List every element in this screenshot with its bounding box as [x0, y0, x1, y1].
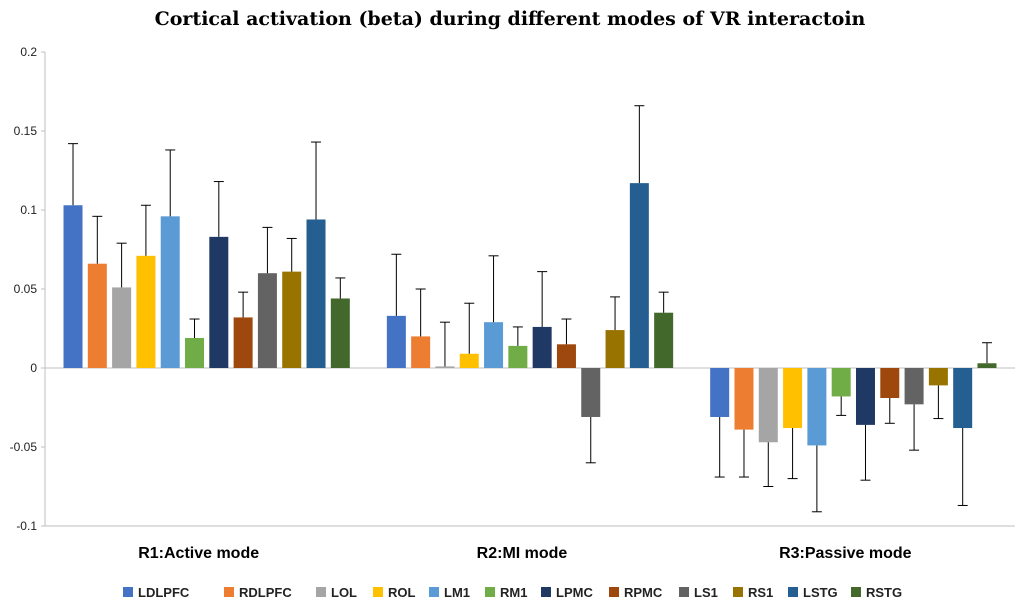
bar-ls1	[904, 368, 924, 405]
legend-label-ldlpfc: LDLPFC	[138, 585, 190, 600]
bar-lstg	[629, 183, 649, 368]
bar-lstg	[953, 368, 973, 429]
legend-swatch-rpmc	[609, 587, 619, 597]
bar-rol	[136, 255, 156, 368]
legend-label-rol: ROL	[388, 585, 416, 600]
legend: LDLPFC RDLPFC LOL ROL LM1 RM1 LPMC RPMC LS1 RS1 LS…	[123, 585, 902, 600]
y-axis: -0.1 -0.05 0 0.05 0.1 0.15 0.2	[10, 45, 1015, 533]
y-tick-label: 0.05	[14, 282, 38, 296]
bar-rpmc	[556, 344, 576, 368]
legend-label-rm1: RM1	[500, 585, 527, 600]
y-tick-label: 0.1	[20, 203, 37, 217]
legend-label-rdlpfc: RDLPFC	[239, 585, 292, 600]
legend-swatch-rstg	[851, 587, 861, 597]
x-category-label: R3:Passive mode	[779, 545, 912, 562]
bar-rol	[783, 368, 803, 429]
legend-label-lpmc: LPMC	[556, 585, 593, 600]
bar-lol	[435, 366, 455, 368]
legend-label-lm1: LM1	[444, 585, 470, 600]
legend-swatch-ldlpfc	[123, 587, 133, 597]
bar-lpmc	[209, 236, 229, 368]
legend-swatch-lpmc	[541, 587, 551, 597]
bar-lm1	[807, 368, 827, 446]
y-tick-label: 0.15	[14, 124, 38, 138]
x-category-label: R2:MI mode	[477, 545, 568, 562]
bar-ls1	[581, 368, 601, 417]
legend-label-rpmc: RPMC	[624, 585, 663, 600]
y-tick-label: -0.05	[10, 440, 38, 454]
bar-rpmc	[233, 317, 253, 368]
y-tick-label: -0.1	[16, 519, 37, 533]
bar-ldlpfc	[710, 368, 730, 417]
bar-rol	[459, 353, 479, 368]
legend-swatch-rdlpfc	[224, 587, 234, 597]
bar-rm1	[831, 368, 851, 397]
bar-rstg	[330, 298, 350, 368]
bar-lol	[758, 368, 778, 443]
bar-rs1	[605, 330, 625, 368]
bar-lpmc	[532, 326, 552, 368]
legend-swatch-lstg	[788, 587, 798, 597]
bar-lm1	[160, 216, 180, 368]
bar-rs1	[282, 271, 302, 368]
legend-swatch-rm1	[485, 587, 495, 597]
bar-lol	[112, 287, 132, 368]
x-axis: R1:Active mode R2:MI mode R3:Passive mode	[45, 525, 1015, 562]
legend-swatch-lol	[316, 587, 326, 597]
bar-ls1	[257, 273, 277, 368]
bar-lm1	[484, 322, 504, 368]
bar-rm1	[508, 345, 528, 368]
chart-title: Cortical activation (beta) during differ…	[155, 8, 866, 30]
legend-label-rstg: RSTG	[866, 585, 902, 600]
legend-label-lol: LOL	[331, 585, 357, 600]
legend-label-rs1: RS1	[748, 585, 773, 600]
bar-rdlpfc	[411, 336, 431, 368]
y-tick-label: 0	[30, 361, 37, 375]
legend-swatch-lm1	[429, 587, 439, 597]
bar-ldlpfc	[63, 205, 83, 368]
x-category-label: R1:Active mode	[138, 545, 259, 562]
bar-rdlpfc	[87, 263, 107, 368]
bar-rpmc	[880, 368, 900, 399]
bar-rstg	[654, 312, 674, 368]
bar-rm1	[185, 337, 205, 368]
y-tick-label: 0.2	[20, 45, 37, 59]
bar-lstg	[306, 219, 326, 368]
bar-ldlpfc	[386, 315, 406, 368]
legend-label-lstg: LSTG	[803, 585, 838, 600]
legend-swatch-rs1	[733, 587, 743, 597]
bar-rstg	[977, 363, 997, 368]
bar-rdlpfc	[734, 368, 754, 430]
bar-rs1	[928, 368, 948, 386]
bar-series-group	[63, 105, 997, 513]
bar-lpmc	[855, 368, 875, 425]
legend-swatch-rol	[373, 587, 383, 597]
legend-swatch-ls1	[679, 587, 689, 597]
legend-label-ls1: LS1	[694, 585, 718, 600]
